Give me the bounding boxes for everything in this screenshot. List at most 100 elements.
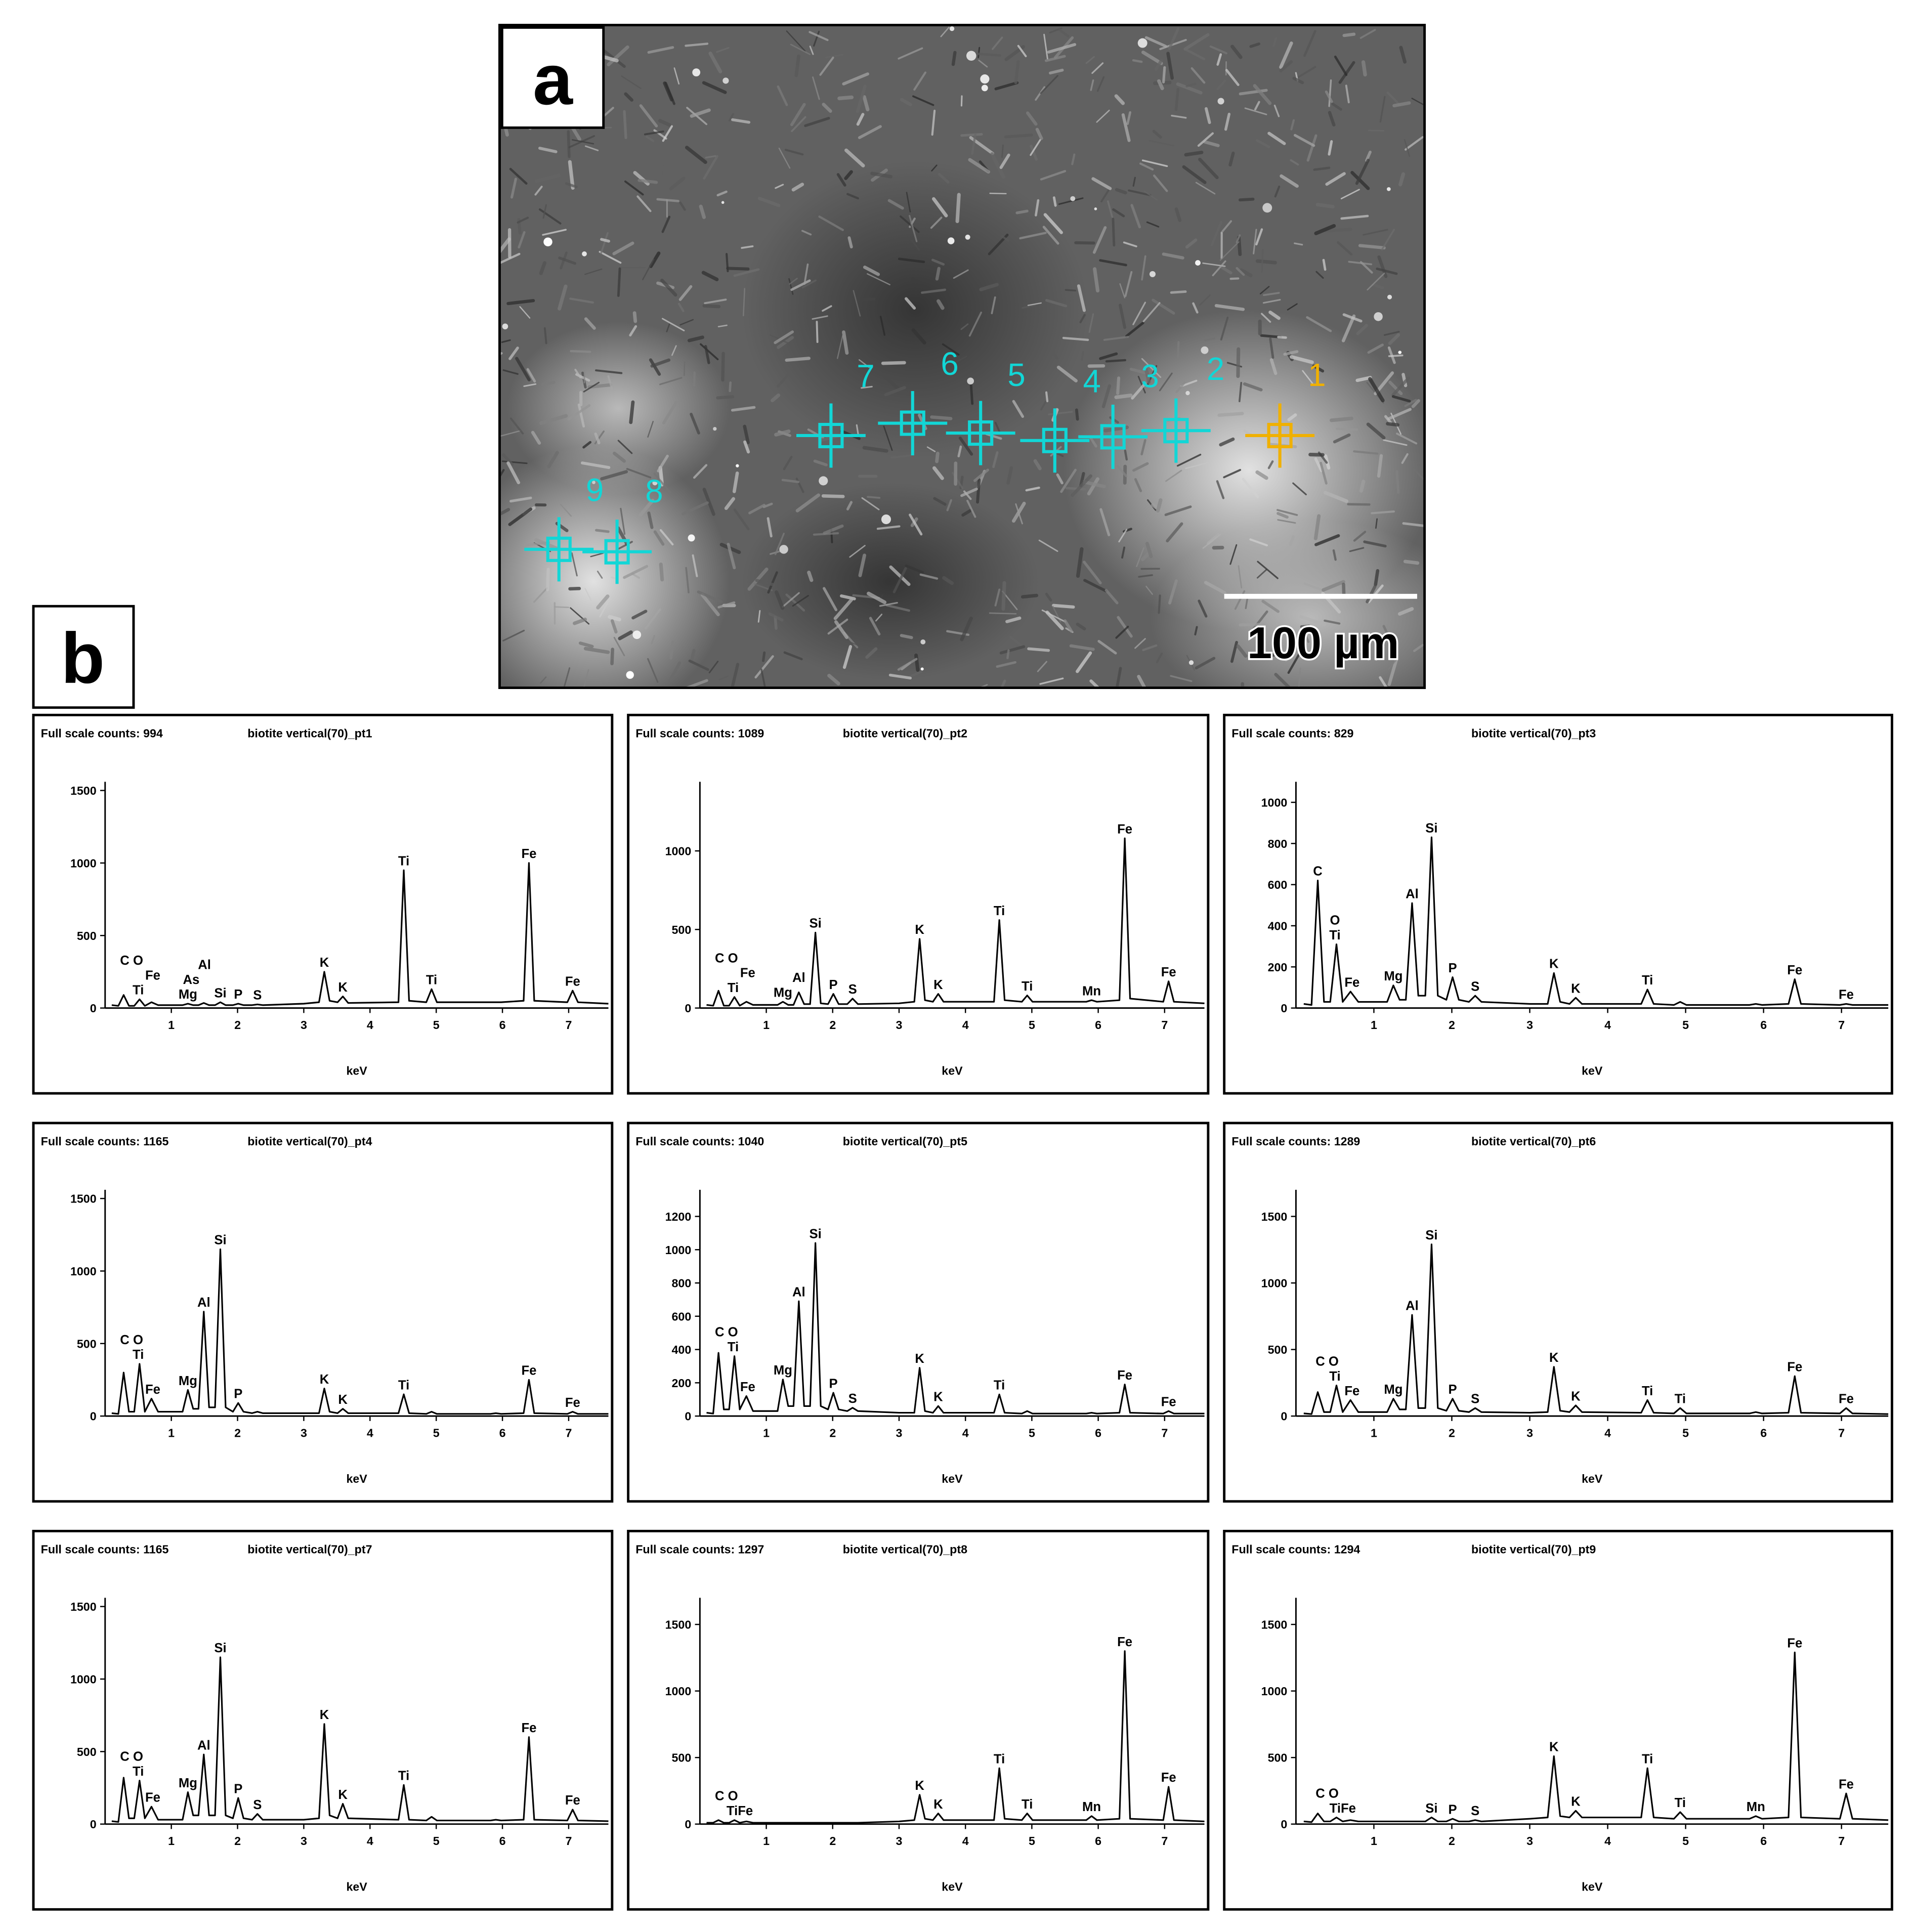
texture-stroke: [1116, 376, 1121, 395]
texture-stroke: [610, 619, 618, 634]
texture-speck: [1387, 294, 1392, 299]
texture-stroke: [1411, 98, 1424, 106]
texture-stroke: [1330, 416, 1353, 422]
texture-stroke: [1387, 408, 1412, 420]
texture-stroke: [1348, 261, 1373, 266]
texture-stroke: [502, 453, 514, 466]
texture-stroke: [863, 265, 880, 276]
texture-stroke: [844, 170, 853, 180]
peak-label: Mg: [1384, 969, 1402, 983]
texture-stroke: [887, 199, 904, 210]
peak-label: Si: [214, 1641, 226, 1655]
x-tick-label: 7: [566, 1834, 572, 1848]
y-tick-label: 0: [685, 1002, 691, 1015]
texture-stroke: [623, 110, 627, 139]
texture-stroke: [1228, 151, 1235, 167]
texture-stroke: [1379, 676, 1388, 687]
texture-speck: [688, 534, 695, 542]
texture-stroke: [1312, 364, 1325, 373]
texture-stroke: [646, 135, 655, 142]
texture-speck: [1070, 196, 1076, 201]
texture-stroke: [1220, 316, 1229, 341]
texture-stroke: [704, 345, 710, 364]
texture-stroke: [853, 290, 861, 317]
texture-stroke: [659, 377, 683, 385]
marker-box: [968, 420, 994, 446]
peak-label: P: [829, 1377, 838, 1391]
texture-stroke: [1342, 32, 1356, 37]
texture-stroke: [500, 252, 521, 264]
texture-stroke: [905, 297, 916, 310]
texture-stroke: [560, 503, 572, 517]
texture-stroke: [1221, 266, 1232, 275]
texture-speck: [1137, 38, 1147, 48]
texture-stroke: [651, 635, 656, 645]
y-tick-label: 0: [1281, 1410, 1287, 1423]
peak-label: Fe: [565, 1396, 580, 1410]
chart-subtitle: biotite vertical(70)_pt4: [247, 1135, 372, 1148]
texture-stroke: [1355, 158, 1370, 185]
texture-stroke: [781, 479, 800, 483]
texture-speck: [626, 671, 634, 679]
y-tick-label: 1500: [70, 1192, 97, 1206]
texture-stroke: [612, 241, 634, 255]
x-tick-label: 1: [168, 1834, 175, 1848]
texture-stroke: [822, 103, 832, 113]
chart-title: Full scale counts: 994: [41, 726, 163, 740]
texture-stroke: [876, 525, 901, 530]
texture-stroke: [1153, 174, 1168, 192]
texture-stroke: [708, 661, 719, 673]
texture-stroke: [1017, 45, 1027, 58]
texture-stroke: [726, 267, 750, 271]
texture-speck: [632, 630, 642, 639]
texture-stroke: [1176, 453, 1202, 467]
texture-stroke: [1001, 144, 1004, 158]
texture-stroke: [1088, 313, 1094, 333]
texture-stroke: [1117, 616, 1133, 638]
chart-title: Full scale counts: 1294: [1231, 1542, 1360, 1556]
texture-stroke: [573, 617, 587, 625]
texture-stroke: [775, 184, 784, 189]
texture-stroke: [1388, 380, 1403, 396]
texture-stroke: [657, 454, 669, 473]
y-tick-label: 600: [672, 1310, 692, 1323]
texture-stroke: [1214, 304, 1245, 311]
texture-stroke: [1384, 415, 1392, 424]
texture-stroke: [1137, 375, 1146, 394]
texture-stroke: [994, 81, 1019, 91]
x-tick-label: 2: [1449, 1834, 1455, 1848]
texture-stroke: [1293, 134, 1315, 147]
texture-stroke: [842, 72, 869, 85]
texture-stroke: [1012, 400, 1025, 418]
texture-stroke: [617, 440, 633, 454]
sem-image: a 1 2 3 4 5 6 7 8 9 100 µm: [498, 24, 1426, 690]
y-tick-label: 1000: [1261, 1685, 1288, 1698]
peak-label: Al: [197, 1738, 210, 1752]
texture-stroke: [1112, 208, 1125, 218]
texture-stroke: [767, 517, 773, 538]
chart-subtitle: biotite vertical(70)_pt3: [1471, 726, 1596, 740]
marker-box: [1042, 427, 1068, 453]
peak-label: Fe: [565, 974, 580, 989]
texture-stroke: [613, 451, 626, 463]
texture-stroke: [900, 98, 912, 106]
texture-stroke: [690, 108, 711, 118]
sem-texture: [500, 26, 1424, 687]
texture-stroke: [599, 250, 622, 264]
texture-stroke: [968, 311, 983, 337]
texture-stroke: [645, 608, 661, 630]
texture-stroke: [1021, 593, 1039, 599]
texture-stroke: [1290, 159, 1299, 166]
peak-label: Mg: [179, 1374, 197, 1388]
texture-stroke: [1171, 114, 1187, 119]
texture-stroke: [570, 607, 590, 625]
point-label: 4: [1083, 363, 1100, 399]
texture-stroke: [757, 610, 761, 623]
texture-stroke: [500, 469, 505, 477]
point-marker: 4: [1020, 363, 1101, 473]
texture-stroke: [1236, 267, 1245, 276]
peak-label: Si: [214, 986, 226, 1000]
texture-stroke: [1314, 534, 1340, 546]
texture-stroke: [879, 602, 898, 607]
texture-stroke: [1124, 271, 1133, 297]
